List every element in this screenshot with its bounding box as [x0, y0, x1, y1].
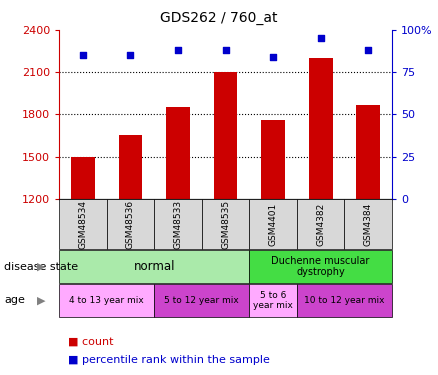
- Text: ▶: ▶: [37, 296, 46, 305]
- Text: GSM48533: GSM48533: [173, 200, 183, 249]
- Text: Duchenne muscular
dystrophy: Duchenne muscular dystrophy: [272, 256, 370, 278]
- Point: [222, 47, 229, 53]
- Bar: [71, 157, 95, 199]
- Text: GSM48535: GSM48535: [221, 200, 230, 249]
- Point: [365, 47, 372, 53]
- Text: GSM48536: GSM48536: [126, 200, 135, 249]
- Text: GSM48534: GSM48534: [78, 200, 88, 249]
- Bar: [261, 120, 285, 199]
- Bar: [166, 107, 190, 199]
- Text: GSM4384: GSM4384: [364, 202, 373, 246]
- Text: ■ count: ■ count: [68, 336, 113, 346]
- Bar: [309, 58, 332, 199]
- Text: 5 to 6
year mix: 5 to 6 year mix: [253, 291, 293, 310]
- Point: [270, 54, 277, 60]
- Bar: [119, 135, 142, 199]
- Bar: [214, 72, 237, 199]
- Text: GDS262 / 760_at: GDS262 / 760_at: [160, 11, 278, 25]
- Text: 10 to 12 year mix: 10 to 12 year mix: [304, 296, 385, 305]
- Text: ▶: ▶: [37, 262, 46, 272]
- Text: 5 to 12 year mix: 5 to 12 year mix: [164, 296, 239, 305]
- Point: [317, 36, 324, 42]
- Bar: [357, 105, 380, 199]
- Text: GSM4382: GSM4382: [316, 202, 325, 246]
- Point: [174, 47, 181, 53]
- Text: disease state: disease state: [4, 262, 78, 272]
- Text: 4 to 13 year mix: 4 to 13 year mix: [69, 296, 144, 305]
- Text: age: age: [4, 296, 25, 305]
- Point: [127, 53, 134, 58]
- Point: [79, 53, 86, 58]
- Text: GSM4401: GSM4401: [268, 202, 278, 246]
- Text: ■ percentile rank within the sample: ■ percentile rank within the sample: [68, 355, 270, 365]
- Text: normal: normal: [134, 260, 175, 273]
